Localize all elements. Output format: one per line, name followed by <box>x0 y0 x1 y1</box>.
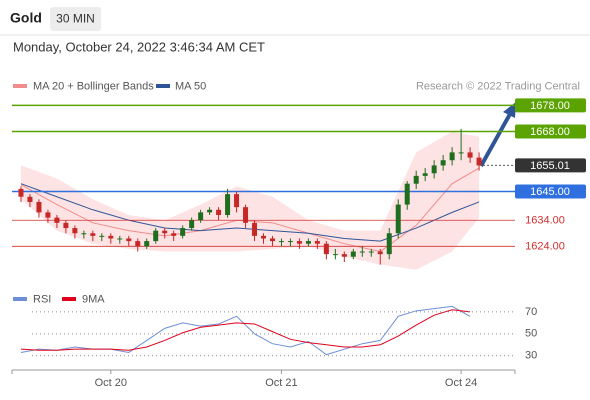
candle-body <box>234 194 240 208</box>
level-label: 1624.00 <box>525 241 565 253</box>
candle-body <box>458 152 464 154</box>
candle-body <box>278 241 284 243</box>
chart-title: Gold <box>10 10 42 26</box>
price-label: 1655.01 <box>530 160 570 172</box>
candle-body <box>99 235 105 237</box>
candle-body <box>287 241 293 243</box>
candle-body <box>54 217 60 223</box>
rsi-tick-label: 70 <box>525 306 537 318</box>
candle-body <box>180 228 186 236</box>
candle-body <box>341 254 347 257</box>
candle-body <box>296 241 302 244</box>
legend-swatch <box>156 84 170 88</box>
candle-body <box>252 222 258 236</box>
candle-body <box>431 165 437 174</box>
candle-body <box>216 209 222 215</box>
x-tick-label: Oct 21 <box>265 377 297 389</box>
candle-body <box>153 230 159 242</box>
level-label-box <box>515 124 586 139</box>
candle-body <box>243 207 249 223</box>
candle-body <box>72 228 78 234</box>
candle-body <box>126 238 132 242</box>
interval-badge[interactable] <box>50 7 101 31</box>
candle-body <box>63 222 69 229</box>
candle-body <box>449 152 455 161</box>
x-tick-label: Oct 24 <box>445 377 477 389</box>
level-label: 1645.00 <box>530 186 570 198</box>
legend-label: RSI <box>33 293 51 305</box>
level-label-box <box>515 98 586 113</box>
candle-body <box>467 152 473 158</box>
candle-body <box>422 173 428 176</box>
candle-body <box>189 220 195 229</box>
legend-swatch <box>62 297 76 301</box>
candle-body <box>377 251 383 255</box>
candle-body <box>171 233 177 236</box>
legend-label: 9MA <box>82 293 105 305</box>
rsi-line <box>20 309 471 351</box>
candle-body <box>368 251 374 253</box>
candle-body <box>350 251 356 257</box>
candle-body <box>198 212 204 221</box>
candle-body <box>395 204 401 234</box>
plot-layer <box>20 131 480 356</box>
candle-body <box>305 241 311 244</box>
candle-body <box>90 233 96 236</box>
candle-body <box>413 175 419 184</box>
level-label: 1634.00 <box>525 215 565 227</box>
candle-body <box>440 160 446 166</box>
candle-body <box>144 241 150 247</box>
candle-body <box>162 230 168 234</box>
candle-body <box>225 194 231 215</box>
candle-body <box>404 183 410 205</box>
candle-body <box>18 188 24 197</box>
rsi-line <box>20 305 471 356</box>
candle-body <box>81 233 87 235</box>
candle-body <box>314 241 320 244</box>
candle-body <box>27 196 33 202</box>
candle-body <box>332 254 338 256</box>
candle-body <box>135 241 141 247</box>
candle-body <box>207 209 213 213</box>
candle-body <box>269 238 275 242</box>
x-tick-label: Oct 20 <box>95 377 127 389</box>
legend-swatch <box>13 84 27 88</box>
candle-body <box>323 243 329 255</box>
rsi-tick-label: 50 <box>525 328 537 340</box>
candle-body <box>476 157 482 166</box>
candle-body <box>108 235 114 239</box>
rsi-tick-label: 30 <box>525 350 537 362</box>
source: Research © 2022 Trading Central <box>416 80 580 92</box>
level-label: 1678.00 <box>530 100 570 112</box>
candle-body <box>261 235 266 239</box>
level-label: 1668.00 <box>530 126 570 138</box>
candle-body <box>36 201 42 213</box>
bollinger-band <box>20 131 480 270</box>
interval-label[interactable]: 30 MIN <box>56 12 95 26</box>
subtitle: Monday, October 24, 2022 3:46:34 AM CET <box>13 39 265 54</box>
candle-body <box>386 233 392 255</box>
level-label-box <box>515 184 586 199</box>
candle-body <box>45 212 51 218</box>
candle-body <box>359 251 365 253</box>
legend-label: MA 20 + Bollinger Bands <box>33 80 154 92</box>
legend-label: MA 50 <box>175 80 206 92</box>
legend-swatch <box>13 297 27 301</box>
price-label-box <box>515 158 586 173</box>
candle-body <box>117 238 123 240</box>
forecast-arrow <box>479 113 512 167</box>
